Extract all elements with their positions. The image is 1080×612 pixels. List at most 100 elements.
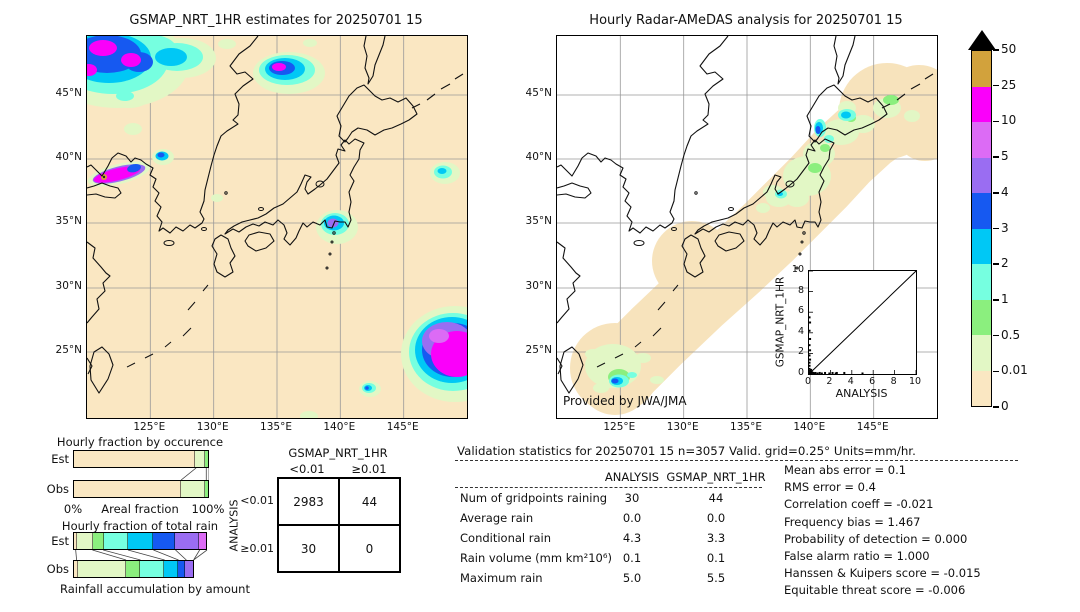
bar-segment — [177, 561, 186, 577]
validation-metric: Equitable threat score = -0.006 — [784, 583, 966, 598]
right-map-title: Hourly Radar-AMeDAS analysis for 2025070… — [589, 13, 903, 28]
validation-row: Maximum rain 5.0 5.5 — [460, 571, 790, 591]
contingency-cell-10: 30 — [278, 525, 339, 572]
contingency-cell-01: 44 — [339, 478, 400, 525]
lat-tick: 40°N — [525, 151, 552, 163]
bar-segment — [164, 561, 178, 577]
contingency-row-header: ANALYSIS — [227, 499, 241, 551]
validation-row-label: Average rain — [460, 511, 534, 525]
colorbar-tick — [993, 370, 999, 373]
inset-x-tick: 4 — [847, 376, 854, 387]
inset-y-tick: 8 — [797, 284, 804, 296]
validation-gsmap-value: 0.0 — [706, 511, 726, 525]
colorbar-tick-label: 0 — [1001, 399, 1009, 413]
lat-tick: 30°N — [55, 280, 82, 292]
colorbar-tick — [993, 120, 999, 123]
colorbar-tick — [993, 84, 999, 87]
contingency-col-label-lt: <0.01 — [289, 462, 325, 476]
bar-segment — [180, 481, 206, 497]
validation-gsmap-value: 5.5 — [706, 571, 726, 585]
occurrence-est-label: Est — [51, 452, 69, 466]
lon-tick: 125°E — [133, 421, 166, 433]
bar-segment — [77, 561, 127, 577]
colorbar-tick-label: 1 — [1001, 291, 1009, 306]
lon-tick: 130°E — [666, 421, 699, 433]
colorbar-overflow-arrow — [968, 30, 996, 50]
validation-analysis-value: 5.0 — [622, 571, 642, 585]
occurrence-est-bar — [73, 450, 209, 468]
bar-segment — [126, 561, 141, 577]
totalrain-obs-label: Obs — [46, 562, 69, 576]
inset-x-axis-label: ANALYSIS — [835, 387, 888, 400]
validation-col-analysis: ANALYSIS — [604, 470, 660, 484]
contingency-table: 2983 44 30 0 — [277, 477, 401, 573]
validation-analysis-value: 0.0 — [622, 511, 642, 525]
bar-segment — [205, 451, 208, 467]
inset-y-tick: 4 — [797, 325, 804, 337]
colorbar — [971, 50, 992, 407]
colorbar-segment — [972, 86, 991, 122]
bar-segment — [128, 533, 154, 549]
provider-credit: Provided by JWA/JMA — [563, 394, 687, 408]
colorbar-tick — [993, 156, 999, 158]
occurrence-obs-label: Obs — [46, 482, 69, 496]
validation-gsmap-value: 44 — [708, 491, 724, 505]
totalrain-est-bar — [73, 532, 207, 550]
colorbar-tick-label: 50 — [1001, 42, 1017, 56]
occurrence-connector-lines — [180, 468, 209, 480]
validation-metric: RMS error = 0.4 — [784, 480, 876, 495]
lon-tick: 145°E — [856, 421, 889, 433]
colorbar-tick-label: 4 — [1001, 184, 1009, 199]
areal-fraction-100: 100% — [191, 502, 225, 516]
validation-analysis-value: 0.1 — [622, 551, 642, 565]
totalrain-caption: Rainfall accumulation by amount — [60, 582, 250, 596]
areal-fraction-0: 0% — [63, 502, 83, 516]
validation-row: Conditional rain 4.3 3.3 — [460, 531, 790, 551]
validation-row-label: Rain volume (mm km²10⁶) — [460, 551, 612, 565]
colorbar-tick — [993, 49, 999, 51]
validation-metric: Hanssen & Kuipers score = -0.015 — [784, 566, 981, 581]
colorbar-tick-label: 25 — [1001, 77, 1017, 92]
bar-segment — [140, 561, 165, 577]
lat-tick: 25°N — [55, 344, 82, 356]
bar-segment — [74, 561, 78, 577]
colorbar-segment — [972, 264, 991, 300]
rain-field — [87, 36, 467, 418]
totalrain-est-label: Est — [51, 534, 69, 548]
inset-y-tick: 10 — [791, 264, 804, 275]
divider — [455, 460, 1018, 461]
validation-row: Num of gridpoints raining 30 44 — [460, 491, 790, 511]
lon-tick: 135°E — [260, 421, 292, 433]
gsmap-estimate-map — [86, 35, 468, 419]
colorbar-segment — [972, 228, 991, 264]
validation-analysis-value: 4.3 — [622, 531, 642, 545]
bar-segment — [76, 533, 94, 549]
colorbar-tick-label: 10 — [1001, 113, 1017, 128]
lon-tick: 130°E — [196, 421, 229, 433]
totalrain-chart-title: Hourly fraction of total rain — [61, 519, 219, 533]
validation-metric: False alarm ratio = 1.000 — [784, 548, 930, 563]
validation-metric: Frequency bias = 1.467 — [784, 514, 921, 529]
inset-x-tick: 0 — [804, 376, 812, 387]
bar-segment — [185, 561, 193, 577]
colorbar-segment — [972, 157, 991, 193]
contingency-row-label-lt: <0.01 — [240, 494, 274, 507]
lat-tick: 30°N — [525, 280, 552, 292]
contingency-column-header: GSMAP_NRT_1HR — [288, 446, 388, 460]
colorbar-tick-label: 2 — [1001, 256, 1009, 271]
inset-y-tick: 0 — [797, 367, 804, 378]
colorbar-segment — [972, 299, 991, 335]
left-map-title: GSMAP_NRT_1HR estimates for 20250701 15 — [129, 13, 423, 28]
colorbar-tick-label: 5 — [1001, 149, 1009, 164]
colorbar-segment — [972, 335, 991, 371]
one-to-one-line — [808, 270, 917, 375]
colorbar-segment — [972, 370, 991, 406]
bar-segment — [198, 533, 206, 549]
inset-x-tick: 2 — [826, 376, 833, 387]
bar-segment — [103, 533, 129, 549]
lat-tick: 25°N — [525, 344, 552, 356]
validation-row: Average rain 0.0 0.0 — [460, 511, 790, 531]
contingency-cell-11: 0 — [339, 525, 400, 572]
validation-rows: Num of gridpoints raining 30 44 Average rai… — [460, 491, 790, 591]
validation-row: Rain volume (mm km²10⁶) 0.1 0.1 — [460, 551, 790, 571]
